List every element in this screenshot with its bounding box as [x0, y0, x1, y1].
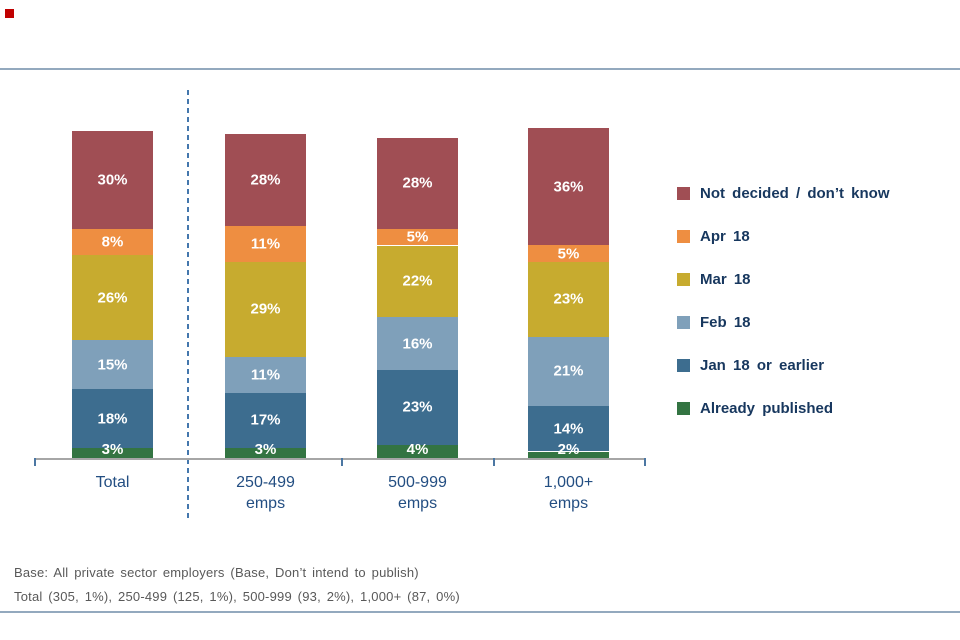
bar-segment-mar-18: 26%	[72, 255, 153, 341]
segment-value-label: 23%	[402, 398, 433, 416]
legend-swatch-icon	[677, 229, 690, 243]
segment-value-label: 36%	[553, 178, 584, 196]
segment-value-label: 22%	[402, 272, 433, 290]
segment-value-label: 15%	[97, 356, 128, 374]
legend-swatch-icon	[677, 401, 690, 415]
segment-value-label: 23%	[553, 290, 584, 308]
legend-swatch-icon	[677, 315, 690, 329]
x-axis-tick	[492, 458, 495, 466]
category-label-1-000-emps: 1,000+ emps	[543, 474, 594, 512]
legend-item-mar-18: Mar 18	[677, 270, 751, 288]
bar-segment-not-decided-don-t-know: 36%	[528, 127, 609, 246]
segment-value-label: 28%	[250, 171, 281, 189]
legend-label: Not decided / don’t know	[700, 184, 890, 202]
segment-value-label: 4%	[406, 440, 429, 458]
slide-accent-marker	[5, 9, 14, 18]
legend-label: Apr 18	[700, 227, 750, 245]
x-axis-line	[34, 458, 646, 460]
x-axis-tick	[644, 458, 646, 466]
legend-item-already-published: Already published	[677, 399, 833, 417]
bar-segment-apr-18: 11%	[225, 225, 306, 262]
bar-segment-apr-18: 5%	[377, 228, 458, 246]
legend-item-feb-18: Feb 18	[677, 313, 751, 331]
bar-segment-mar-18: 22%	[377, 245, 458, 318]
segment-value-label: 11%	[250, 235, 281, 253]
bar-segment-mar-18: 23%	[528, 261, 609, 337]
legend-item-not-decided-don-t-know: Not decided / don’t know	[677, 184, 890, 202]
legend-item-apr-18: Apr 18	[677, 227, 750, 245]
segment-value-label: 8%	[101, 233, 124, 251]
category-label-total: Total	[95, 474, 130, 491]
bar-segment-feb-18: 11%	[225, 356, 306, 393]
x-axis-tick	[34, 458, 36, 466]
segment-value-label: 29%	[250, 300, 281, 318]
segment-value-label: 17%	[250, 411, 281, 429]
bottom-divider-rule	[0, 611, 960, 613]
segment-value-label: 16%	[402, 335, 433, 353]
bar-segment-not-decided-don-t-know: 28%	[225, 134, 306, 226]
segment-value-label: 3%	[101, 440, 124, 458]
legend-swatch-icon	[677, 186, 690, 200]
legend-item-jan-18-or-earlier: Jan 18 or earlier	[677, 356, 824, 374]
legend-label: Feb 18	[700, 313, 751, 331]
footnote-sample-sizes: Total (305, 1%), 250-499 (125, 1%), 500-…	[14, 589, 460, 604]
segment-value-label: 30%	[97, 171, 128, 189]
bar-segment-feb-18: 15%	[72, 340, 153, 390]
segment-value-label: 5%	[406, 228, 429, 246]
segment-value-label: 18%	[97, 410, 128, 428]
segment-value-label: 28%	[402, 174, 433, 192]
bar-segment-already-published: 3%	[72, 441, 153, 458]
segment-value-label: 26%	[97, 289, 128, 307]
footnote-base-text: Base: All private sector employers (Base…	[14, 565, 419, 580]
segment-value-label: 21%	[553, 362, 584, 380]
bar-segment-jan-18-or-earlier: 17%	[225, 392, 306, 449]
bar-segment-feb-18: 21%	[528, 337, 609, 406]
legend-label: Already published	[700, 399, 834, 417]
bar-segment-feb-18: 16%	[377, 317, 458, 370]
legend-label: Jan 18 or earlier	[700, 356, 825, 374]
segment-value-label: 2%	[557, 441, 580, 458]
legend-swatch-icon	[677, 358, 690, 372]
bar-segment-jan-18-or-earlier: 14%	[528, 405, 609, 452]
segment-value-label: 3%	[254, 440, 277, 458]
bar-segment-apr-18: 8%	[72, 229, 153, 256]
category-label-250-499-emps: 250-499 emps	[236, 474, 295, 512]
top-divider-rule	[0, 68, 960, 70]
segment-value-label: 14%	[553, 420, 584, 438]
bar-segment-not-decided-don-t-know: 30%	[72, 131, 153, 230]
bar-segment-not-decided-don-t-know: 28%	[377, 137, 458, 230]
legend-swatch-icon	[677, 272, 690, 286]
bar-segment-jan-18-or-earlier: 23%	[377, 369, 458, 445]
x-axis-tick	[340, 458, 343, 466]
bar-segment-already-published: 3%	[225, 441, 306, 458]
segment-value-label: 11%	[250, 366, 281, 384]
bar-segment-mar-18: 29%	[225, 261, 306, 357]
bar-segment-already-published: 4%	[377, 441, 458, 458]
segment-value-label: 5%	[557, 245, 580, 263]
category-label-500-999-emps: 500-999 emps	[388, 474, 447, 512]
legend-label: Mar 18	[700, 270, 751, 288]
bar-segment-jan-18-or-earlier: 18%	[72, 389, 153, 449]
bar-segment-apr-18: 5%	[528, 245, 609, 263]
dashed-divider-line	[187, 90, 189, 518]
bar-segment-already-published: 2%	[528, 441, 609, 458]
